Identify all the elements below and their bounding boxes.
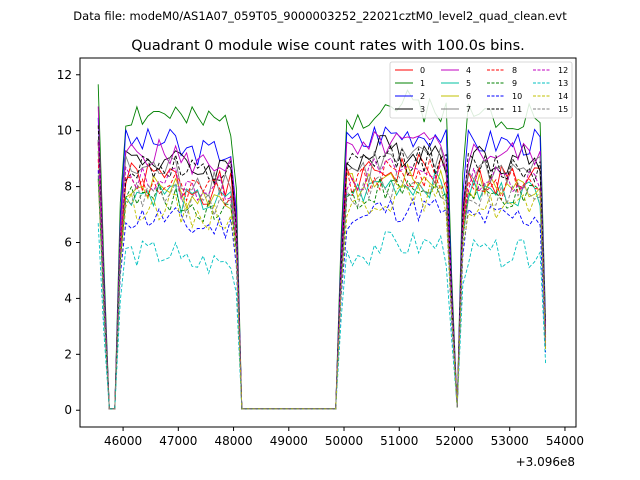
x-tick-label: 53000	[491, 434, 529, 448]
legend-label-7: 7	[466, 105, 471, 114]
legend-label-12: 12	[558, 66, 568, 75]
legend-label-5: 5	[466, 79, 471, 88]
series-line-14	[97, 181, 547, 410]
series-line-3	[97, 135, 547, 410]
y-tick-label: 4	[64, 291, 72, 305]
legend-label-2: 2	[420, 92, 425, 101]
x-tick-label: 46000	[104, 434, 142, 448]
y-tick-label: 0	[64, 403, 72, 417]
legend-label-1: 1	[420, 79, 425, 88]
legend-label-10: 10	[512, 92, 522, 101]
series-layer	[97, 84, 547, 410]
y-tick-label: 2	[64, 347, 72, 361]
chart-title: Quadrant 0 module wise count rates with …	[131, 38, 525, 54]
series-line-12	[97, 142, 547, 410]
y-tick-label: 10	[57, 124, 72, 138]
series-line-11	[97, 125, 547, 410]
series-line-5	[97, 151, 547, 410]
legend-label-4: 4	[466, 66, 471, 75]
y-tick-label: 12	[57, 68, 72, 82]
series-line-4	[97, 106, 547, 410]
data-file-label: Data file: modeM0/AS1A07_059T05_90000032…	[73, 9, 567, 23]
legend-label-0: 0	[420, 66, 425, 75]
legend-label-8: 8	[512, 66, 517, 75]
x-tick-label: 50000	[325, 434, 363, 448]
series-line-13	[97, 223, 547, 410]
legend-label-9: 9	[512, 79, 517, 88]
legend-label-11: 11	[512, 105, 522, 114]
series-line-6	[97, 150, 547, 410]
x-tick-label: 48000	[214, 434, 252, 448]
series-line-9	[97, 177, 547, 410]
y-tick-label: 6	[64, 236, 72, 250]
legend-label-13: 13	[558, 79, 568, 88]
series-line-1	[97, 84, 547, 410]
series-line-0	[97, 143, 547, 410]
x-axis-offset-label: +3.096e8	[516, 455, 575, 469]
x-tick-label: 51000	[380, 434, 418, 448]
legend-label-15: 15	[558, 105, 568, 114]
legend-label-14: 14	[558, 92, 568, 101]
series-line-15	[97, 171, 547, 410]
x-tick-label: 54000	[546, 434, 584, 448]
x-tick-label: 52000	[435, 434, 473, 448]
y-tick-label: 8	[64, 180, 72, 194]
series-line-7	[97, 139, 547, 410]
legend-label-3: 3	[420, 105, 425, 114]
x-tick-label: 47000	[159, 434, 197, 448]
series-line-2	[97, 117, 547, 410]
axes-layer: 46000 47000 48000 49000 50000 51000 52000 53000…	[57, 57, 584, 448]
x-tick-label: 49000	[270, 434, 308, 448]
series-line-10	[97, 170, 547, 410]
legend-label-6: 6	[466, 92, 471, 101]
legend-box	[389, 61, 573, 119]
